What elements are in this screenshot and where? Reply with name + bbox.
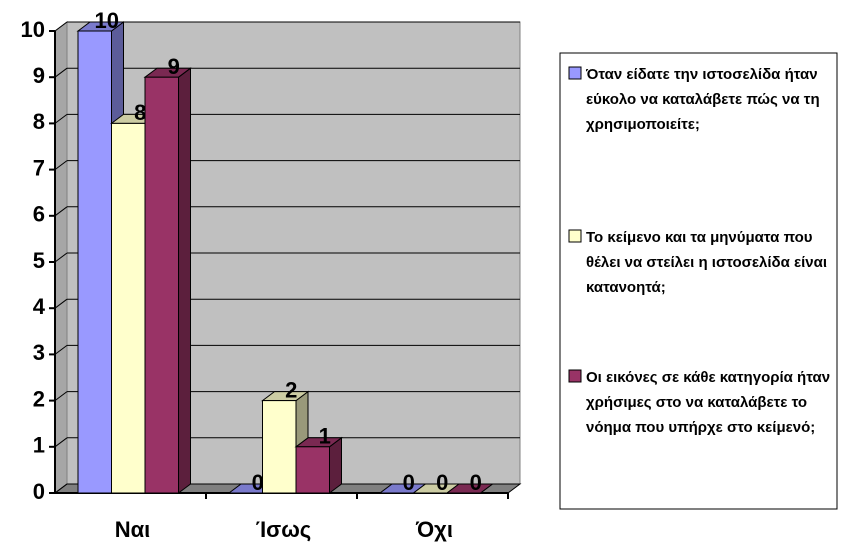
grid-line <box>54 298 68 309</box>
bar-side <box>329 436 342 494</box>
legend-item: Οι εικόνες σε κάθε κατηγορία ήταν χρήσιμ… <box>586 369 831 436</box>
data-label: 10 <box>95 8 119 33</box>
legend-label: Όταν είδατε την ιστοσελίδα ήταν εύκολο ν… <box>586 66 820 133</box>
y-tick-label: 2 <box>33 386 45 411</box>
grid-line <box>54 67 68 78</box>
y-tick-label: 9 <box>33 63 45 88</box>
legend-swatch <box>568 229 582 243</box>
bar <box>294 436 343 494</box>
y-tick-label: 4 <box>33 294 46 319</box>
bar-front <box>77 30 112 494</box>
grid-line <box>54 21 68 32</box>
y-tick-label: 8 <box>33 109 45 134</box>
grid-line <box>54 252 68 263</box>
bar <box>445 483 494 494</box>
legend-label: Το κείμενο και τα μηνύματα που θέλει να … <box>586 229 828 296</box>
data-label: 0 <box>403 470 415 495</box>
legend-item: Όταν είδατε την ιστοσελίδα ήταν εύκολο ν… <box>586 66 820 133</box>
bar-front <box>111 122 146 494</box>
y-tick-label: 3 <box>33 340 45 365</box>
data-label: 8 <box>134 100 146 125</box>
legend-swatch <box>568 369 582 383</box>
data-label: 1 <box>319 424 331 449</box>
grid-line <box>54 483 68 494</box>
bar <box>143 67 192 494</box>
x-tick-label: Ναι <box>115 517 151 542</box>
y-tick-label: 7 <box>33 155 45 180</box>
data-label: 0 <box>252 470 264 495</box>
bar-front <box>262 400 297 494</box>
grid-line <box>54 391 68 402</box>
data-label: 0 <box>470 470 482 495</box>
grid-line <box>54 344 68 355</box>
grid-line <box>54 206 68 217</box>
legend-item: Το κείμενο και τα μηνύματα που θέλει να … <box>586 229 828 296</box>
grid-line <box>54 114 68 124</box>
x-tick-label: Όχι <box>415 517 453 542</box>
y-tick-label: 0 <box>33 479 45 504</box>
y-tick-label: 10 <box>21 17 45 42</box>
grid-line <box>54 437 68 448</box>
y-tick-label: 5 <box>33 248 45 273</box>
grid-line <box>54 160 68 171</box>
data-label: 9 <box>168 54 180 79</box>
x-tick-label: Ίσως <box>256 517 312 542</box>
y-tick-label: 1 <box>33 433 45 458</box>
bar-front <box>295 446 330 494</box>
data-label: 0 <box>436 470 448 495</box>
legend-label: Οι εικόνες σε κάθε κατηγορία ήταν χρήσιμ… <box>586 369 831 436</box>
legend-swatch <box>568 66 582 80</box>
y-tick-label: 6 <box>33 202 45 227</box>
bar-top <box>445 483 494 494</box>
bar-side <box>178 67 191 494</box>
legend <box>559 52 838 510</box>
bar-front <box>144 76 179 494</box>
data-label: 2 <box>285 377 297 402</box>
